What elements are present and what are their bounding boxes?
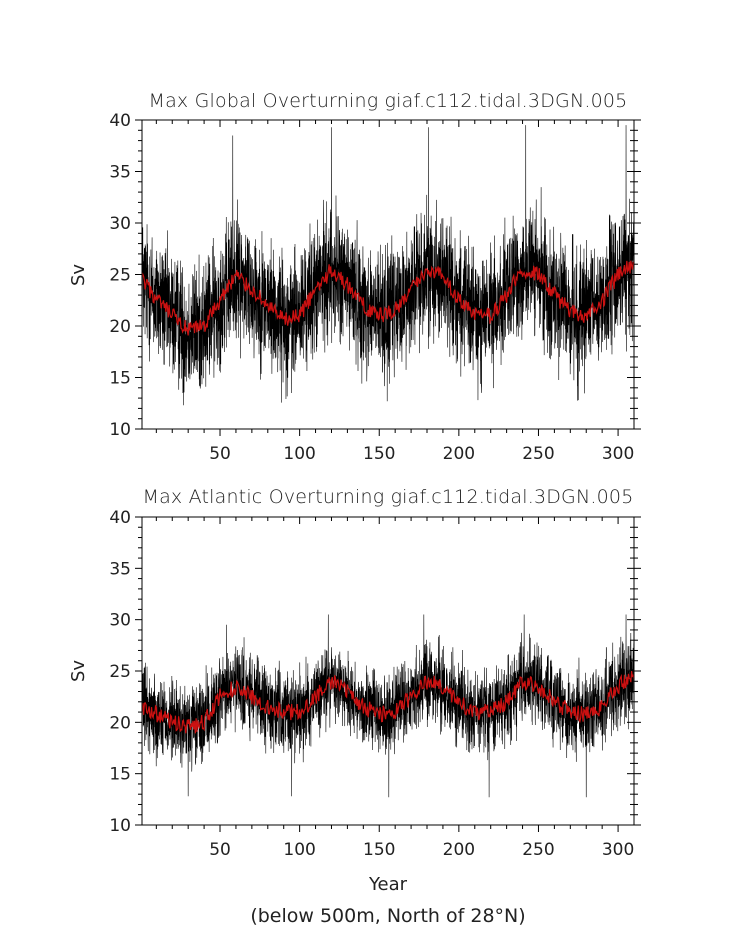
x-tick-label: 100 [283, 840, 315, 860]
atlantic-y-tick-labels: 10 15 20 25 30 35 40 [109, 508, 131, 836]
atlantic-smoothed-series [141, 670, 635, 734]
y-tick-label: 40 [109, 111, 131, 131]
atlantic-raw-series [141, 614, 635, 798]
y-tick-label: 35 [109, 559, 131, 579]
global-overturning-panel: Max Global Overturning giaf.c112.tidal.3… [68, 90, 641, 464]
x-tick-label: 200 [443, 444, 475, 464]
x-tick-label: 150 [363, 840, 395, 860]
raw-monthly-line [141, 125, 635, 406]
x-tick-label: 150 [363, 444, 395, 464]
atlantic-x-axis-label: Year [368, 874, 408, 895]
global-y-tick-labels: 10 15 20 25 30 35 40 [109, 111, 131, 440]
y-tick-label: 20 [109, 317, 131, 337]
y-tick-label: 15 [109, 369, 131, 389]
atlantic-x-tick-labels: 50 100 150 200 250 300 [209, 840, 634, 860]
smoothed-line [141, 670, 635, 734]
y-tick-label: 35 [109, 163, 131, 183]
y-tick-label: 25 [109, 266, 131, 286]
figure-caption: (below 500m, North of 28°N) [250, 905, 525, 927]
raw-monthly-line [141, 614, 635, 798]
atlantic-overturning-panel: Max Atlantic Overturning giaf.c112.tidal… [68, 486, 641, 895]
x-tick-label: 300 [602, 840, 634, 860]
y-tick-label: 10 [109, 420, 131, 440]
atlantic-axis-ticks [135, 516, 641, 832]
y-tick-label: 25 [109, 662, 131, 682]
y-tick-label: 10 [109, 816, 131, 836]
y-tick-label: 30 [109, 611, 131, 631]
x-tick-label: 50 [209, 444, 231, 464]
global-raw-series [141, 125, 635, 406]
y-tick-label: 40 [109, 508, 131, 528]
y-tick-label: 30 [109, 214, 131, 234]
global-panel-title: Max Global Overturning giaf.c112.tidal.3… [149, 90, 628, 112]
atlantic-y-axis-label: Sv [68, 660, 89, 682]
global-plot-frame [141, 119, 635, 430]
x-tick-label: 100 [283, 444, 315, 464]
smoothed-line [141, 260, 635, 336]
global-x-tick-labels: 50 100 150 200 250 300 [209, 444, 634, 464]
atlantic-panel-title: Max Atlantic Overturning giaf.c112.tidal… [142, 486, 633, 508]
x-tick-label: 250 [522, 840, 554, 860]
x-tick-label: 250 [522, 444, 554, 464]
atlantic-plot-frame [141, 516, 635, 826]
x-tick-label: 50 [209, 840, 231, 860]
y-tick-label: 20 [109, 713, 131, 733]
global-y-axis-label: Sv [68, 264, 89, 286]
x-tick-label: 300 [602, 444, 634, 464]
global-smoothed-series [141, 260, 635, 336]
y-tick-label: 15 [109, 765, 131, 785]
x-tick-label: 200 [443, 840, 475, 860]
